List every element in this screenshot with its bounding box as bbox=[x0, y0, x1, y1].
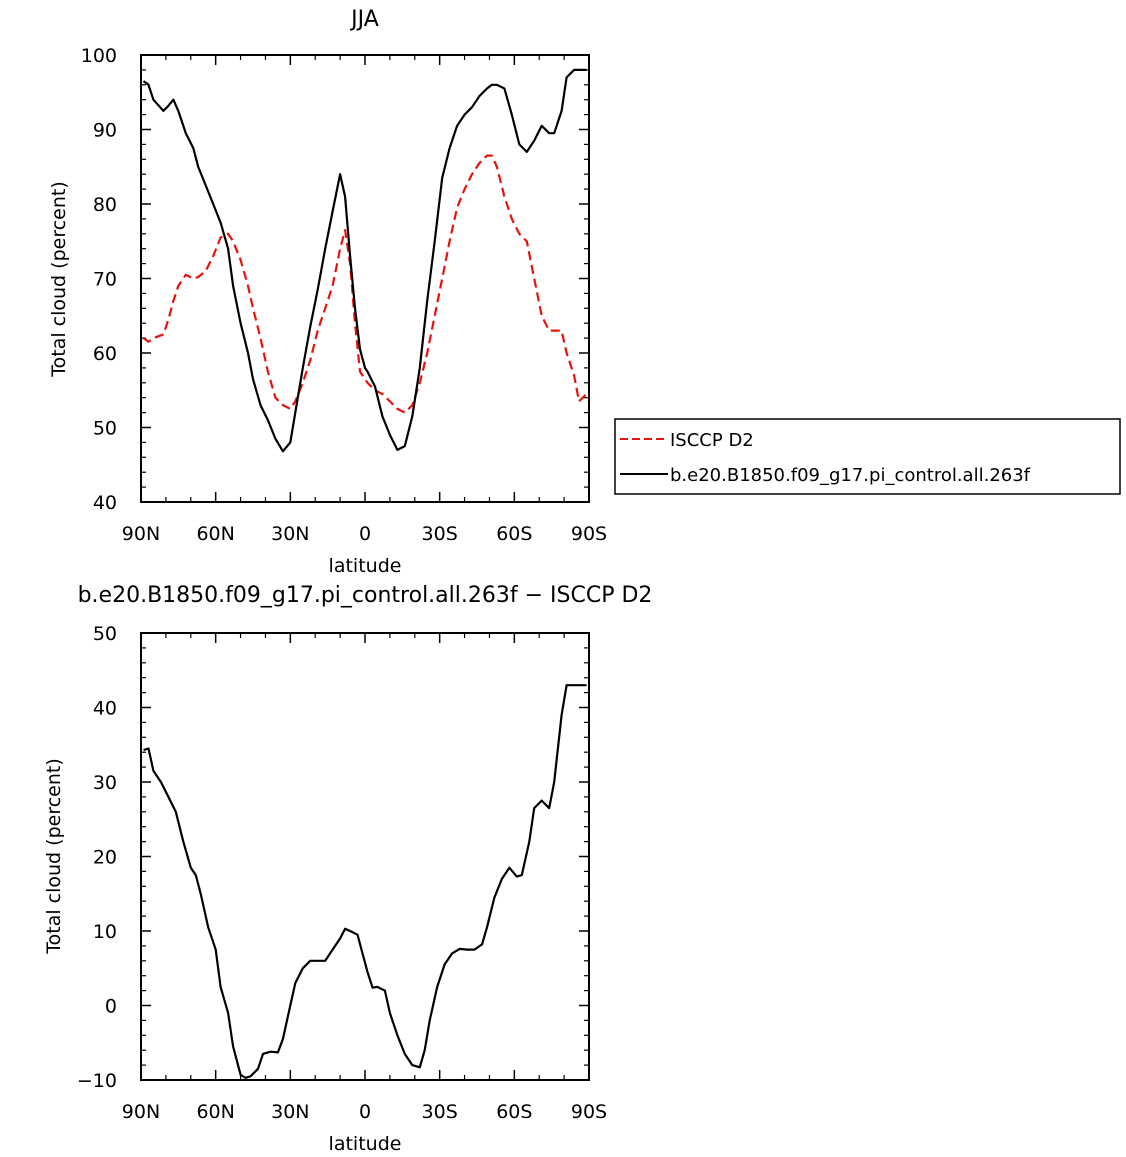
top-x-tick-label: 0 bbox=[359, 523, 371, 545]
bottom-x-axis-title: latitude bbox=[329, 1133, 402, 1155]
top-series-line-0 bbox=[142, 154, 588, 414]
top-series-line-1 bbox=[142, 68, 587, 453]
top-y-axis-title: Total cloud (percent) bbox=[48, 181, 70, 378]
bottom-y-tick-label: −10 bbox=[77, 1070, 117, 1092]
bottom-y-tick-label: 10 bbox=[93, 921, 117, 943]
bottom-x-tick-label: 30N bbox=[271, 1101, 309, 1123]
top-x-tick-label: 60N bbox=[196, 523, 234, 545]
bottom-panel: b.e20.B1850.f09_g17.pi_control.all.263f … bbox=[43, 583, 652, 1155]
bottom-axes-ticks: 90N 60N 30N 0 30S 60S 90S −10 0 10 20 30 40 50 bbox=[77, 623, 607, 1123]
top-y-tick-label: 100 bbox=[81, 45, 117, 67]
top-x-tick-label: 30N bbox=[271, 523, 309, 545]
bottom-y-tick-label: 30 bbox=[93, 772, 117, 794]
bottom-x-tick-label: 60S bbox=[496, 1101, 532, 1123]
top-y-tick-label: 50 bbox=[93, 418, 117, 440]
bottom-y-tick-label: 0 bbox=[105, 996, 117, 1018]
bottom-plot-frame bbox=[140, 632, 590, 1081]
top-x-axis-title: latitude bbox=[329, 555, 402, 577]
bottom-y-tick-label: 50 bbox=[93, 623, 117, 645]
top-plot-lines bbox=[142, 68, 588, 453]
top-x-tick-label: 60S bbox=[496, 523, 532, 545]
bottom-y-axis-title: Total cloud (percent) bbox=[43, 758, 65, 955]
bottom-series-line-0 bbox=[143, 684, 587, 1079]
bottom-y-tick-label: 20 bbox=[93, 847, 117, 869]
top-axes-ticks: 90N 60N 30N 0 30S 60S 90S 40 50 60 70 80 90 100 bbox=[81, 45, 607, 545]
top-y-tick-label: 40 bbox=[93, 492, 117, 514]
bottom-plot-lines bbox=[143, 684, 587, 1079]
top-plot-frame bbox=[140, 54, 590, 503]
bottom-x-tick-label: 90N bbox=[122, 1101, 160, 1123]
top-x-tick-label: 30S bbox=[422, 523, 458, 545]
top-y-tick-label: 70 bbox=[93, 269, 117, 291]
legend-label-model: b.e20.B1850.f09_g17.pi_control.all.263f bbox=[670, 465, 1031, 486]
top-y-tick-label: 60 bbox=[93, 343, 117, 365]
top-y-tick-label: 90 bbox=[93, 120, 117, 142]
top-chart-title: JJA bbox=[349, 7, 379, 32]
legend-box bbox=[614, 418, 1121, 495]
top-panel: JJA Total cloud (percent) latitude 90N 60… bbox=[48, 7, 607, 577]
top-x-tick-label: 90S bbox=[571, 523, 607, 545]
bottom-x-tick-label: 90S bbox=[571, 1101, 607, 1123]
bottom-x-tick-label: 30S bbox=[422, 1101, 458, 1123]
top-x-tick-label: 90N bbox=[122, 523, 160, 545]
bottom-chart-title: b.e20.B1850.f09_g17.pi_control.all.263f … bbox=[78, 583, 653, 608]
legend-label-isccp: ISCCP D2 bbox=[670, 430, 754, 451]
legend: ISCCP D2 b.e20.B1850.f09_g17.pi_control.… bbox=[614, 418, 1121, 495]
bottom-x-tick-label: 60N bbox=[196, 1101, 234, 1123]
bottom-x-tick-label: 0 bbox=[359, 1101, 371, 1123]
bottom-y-tick-label: 40 bbox=[93, 698, 117, 720]
top-y-tick-label: 80 bbox=[93, 194, 117, 216]
